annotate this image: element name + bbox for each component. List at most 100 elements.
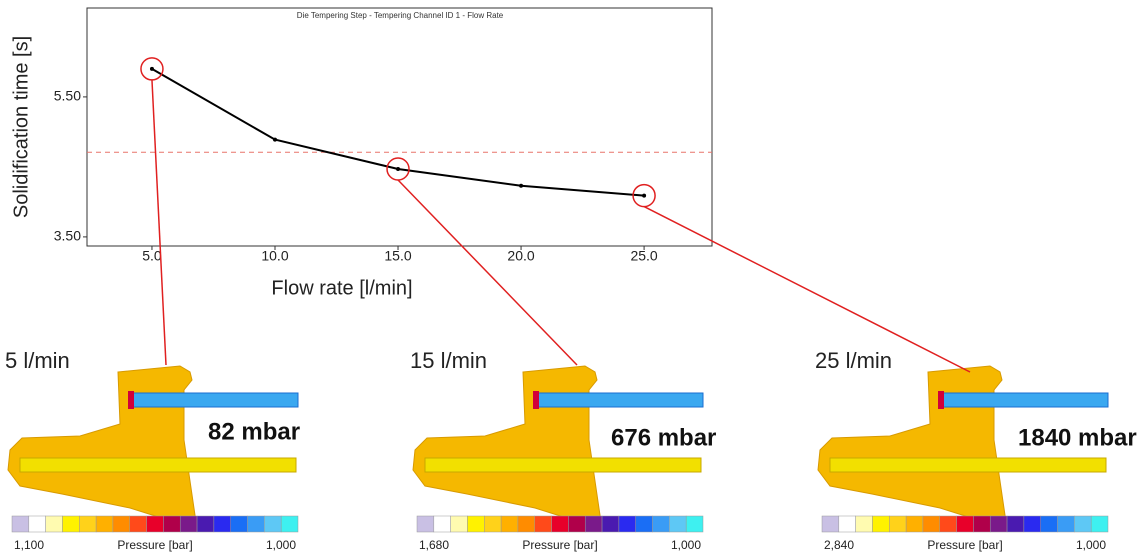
color-scale-cell	[96, 516, 113, 532]
color-scale-cell	[535, 516, 552, 532]
color-scale-cell	[686, 516, 703, 532]
die-part	[8, 366, 196, 522]
color-scale-cell	[1074, 516, 1091, 532]
color-scale-cell	[467, 516, 484, 532]
scale-max: 1,000	[671, 538, 701, 552]
channel-inlet	[128, 391, 134, 409]
color-scale-cell	[113, 516, 130, 532]
color-scale-cell	[872, 516, 889, 532]
color-scale-cell	[1024, 516, 1041, 532]
color-scale-cell	[585, 516, 602, 532]
flow-label: 15 l/min	[410, 348, 487, 373]
color-scale-cell	[923, 516, 940, 532]
color-scale-cell	[1041, 516, 1058, 532]
channel-inlet	[938, 391, 944, 409]
x-tick-label: 20.0	[507, 248, 534, 264]
color-scale-cell	[973, 516, 990, 532]
x-tick-label: 25.0	[630, 248, 657, 264]
color-scale-cell	[29, 516, 46, 532]
part-panel: 5 l/min 82 mbar 1,100 Pressure [bar] 1,000	[5, 348, 300, 552]
color-scale-cell	[231, 516, 248, 532]
color-scale-cell	[248, 516, 265, 532]
data-point	[519, 184, 523, 188]
scale-title: Pressure [bar]	[117, 538, 192, 552]
color-scale-cell	[264, 516, 281, 532]
lower-channel	[830, 458, 1106, 472]
die-part	[413, 366, 601, 522]
color-scale-cell	[62, 516, 79, 532]
die-part	[818, 366, 1006, 522]
chart-title: Die Tempering Step - Tempering Channel I…	[297, 11, 504, 20]
flow-label: 25 l/min	[815, 348, 892, 373]
scale-min: 1,680	[419, 538, 449, 552]
color-scale-cell	[12, 516, 29, 532]
color-scale-cell	[602, 516, 619, 532]
connector	[644, 207, 970, 372]
color-scale-cell	[1058, 516, 1075, 532]
color-scale-cell	[451, 516, 468, 532]
color-scale-cell	[518, 516, 535, 532]
scale-max: 1,000	[266, 538, 296, 552]
data-point	[396, 167, 400, 171]
color-scale-cell	[822, 516, 839, 532]
data-point	[150, 67, 154, 71]
upper-channel	[535, 393, 703, 407]
color-scale-cell	[653, 516, 670, 532]
color-scale-cell	[281, 516, 298, 532]
color-scale-cell	[214, 516, 231, 532]
scale-min: 2,840	[824, 538, 854, 552]
data-point	[273, 138, 277, 142]
pressure-drop: 1840 mbar	[1018, 424, 1137, 451]
y-tick-label: 3.50	[54, 228, 81, 244]
y-axis-label: Solidification time [s]	[10, 36, 32, 218]
scale-title: Pressure [bar]	[927, 538, 1002, 552]
color-scale-cell	[147, 516, 164, 532]
x-axis-label: Flow rate [l/min]	[271, 277, 412, 299]
color-scale-cell	[180, 516, 197, 532]
channel-inlet	[533, 391, 539, 409]
color-scale-cell	[619, 516, 636, 532]
scale-title: Pressure [bar]	[522, 538, 597, 552]
lower-channel	[20, 458, 296, 472]
color-scale-cell	[568, 516, 585, 532]
color-scale-cell	[434, 516, 451, 532]
plot-frame	[87, 8, 712, 246]
part-panel: 15 l/min 676 mbar 1,680 Pressure [bar] 1,000	[410, 348, 716, 552]
scale-min: 1,100	[14, 538, 44, 552]
part-panel: 25 l/min 1840 mbar 2,840 Pressure [bar] 1,00…	[815, 348, 1137, 552]
x-tick-label: 15.0	[384, 248, 411, 264]
color-scale-cell	[501, 516, 518, 532]
lower-channel	[425, 458, 701, 472]
y-tick-label: 5.50	[54, 88, 81, 104]
x-tick-label: 10.0	[261, 248, 288, 264]
color-scale-cell	[197, 516, 214, 532]
color-scale-cell	[940, 516, 957, 532]
color-scale-cell	[1007, 516, 1024, 532]
color-scale-cell	[669, 516, 686, 532]
color-scale-cell	[46, 516, 63, 532]
color-scale-cell	[856, 516, 873, 532]
upper-channel	[130, 393, 298, 407]
color-scale-cell	[839, 516, 856, 532]
color-scale-cell	[957, 516, 974, 532]
figure: Die Tempering Step - Tempering Channel I…	[0, 0, 1143, 554]
color-scale-cell	[552, 516, 569, 532]
color-scale-cell	[484, 516, 501, 532]
color-scale-cell	[889, 516, 906, 532]
page: Die Tempering Step - Tempering Channel I…	[0, 0, 1143, 559]
color-scale-cell	[130, 516, 147, 532]
pressure-drop: 676 mbar	[611, 424, 716, 451]
color-scale-cell	[417, 516, 434, 532]
color-scale-cell	[906, 516, 923, 532]
pressure-drop: 82 mbar	[208, 418, 300, 445]
upper-channel	[940, 393, 1108, 407]
color-scale-cell	[79, 516, 96, 532]
color-scale-cell	[1091, 516, 1108, 532]
color-scale-cell	[990, 516, 1007, 532]
flow-label: 5 l/min	[5, 348, 70, 373]
color-scale-cell	[163, 516, 180, 532]
scale-max: 1,000	[1076, 538, 1106, 552]
x-tick-label: 5.0	[142, 248, 162, 264]
color-scale-cell	[636, 516, 653, 532]
data-point	[642, 194, 646, 198]
